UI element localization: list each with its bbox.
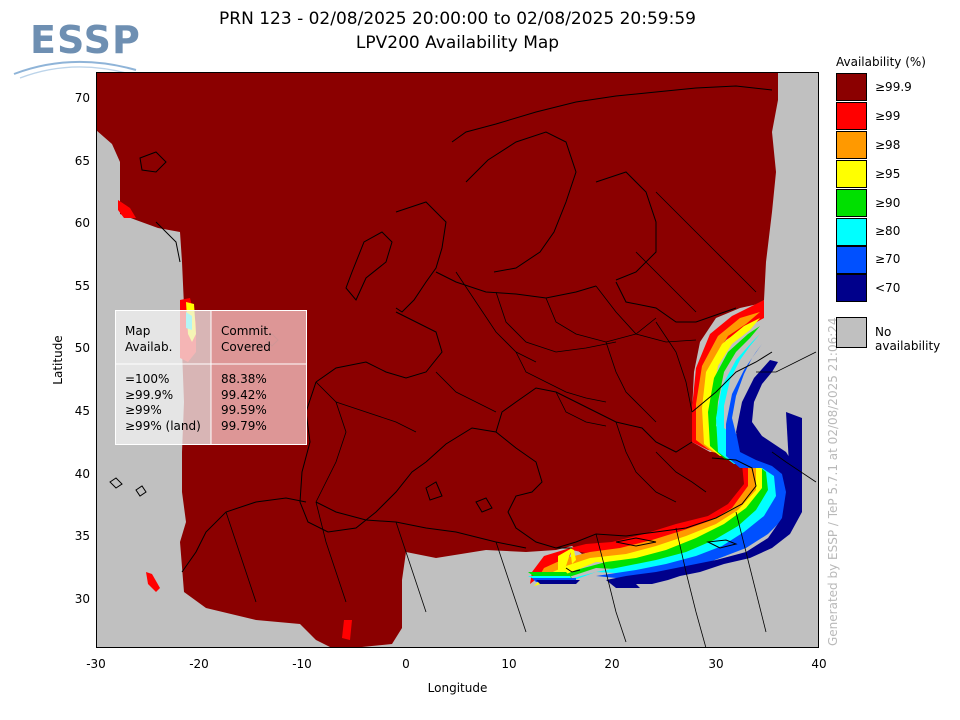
x-tick-label: -30 (86, 657, 106, 671)
stats-col2-header-line1: Commit. (221, 324, 272, 338)
y-tick-label: 60 (74, 216, 90, 230)
y-tick-label: 70 (74, 91, 90, 105)
legend-swatch-95 (836, 160, 867, 188)
x-tick-label: -10 (292, 657, 312, 671)
legend-label: ≥99 (875, 109, 901, 123)
generated-by-credit: Generated by ESSP / TeP 5.7.1 at 02/08/2… (826, 317, 840, 646)
legend-swatch-no-availability (836, 317, 867, 348)
y-tick-label: 40 (74, 467, 90, 481)
stats-col1-header-line2: Availab. (125, 339, 173, 354)
east-band-blue (596, 344, 790, 578)
y-tick-label: 55 (74, 279, 90, 293)
chart-subtitle: LPV200 Availability Map (355, 33, 560, 53)
legend-swatch-999 (836, 73, 867, 101)
legend-label: ≥90 (875, 196, 901, 210)
y-tick-label: 50 (74, 341, 90, 355)
stats-row-labels: =100% ≥99.9% ≥99% ≥99% (land) (125, 372, 201, 434)
stats-row-label: ≥99% (land) (125, 418, 201, 433)
south-band-yellow (558, 548, 572, 570)
legend-label-no-availability: No availability (875, 325, 941, 353)
legend-swatch-90 (836, 189, 867, 217)
east-band-dark-blue-2 (786, 412, 802, 520)
legend-swatch-lt70 (836, 274, 867, 302)
x-tick-label: 40 (811, 657, 827, 671)
chart-title: PRN 123 - 02/08/2025 20:00:00 to 02/08/2… (219, 9, 696, 29)
stats-row-value: 99.59% (221, 403, 267, 417)
stats-col1-header: Map Availab. (125, 324, 172, 355)
east-band-green (548, 326, 776, 584)
stats-table-bg (115, 310, 307, 445)
stats-row-values: 88.38% 99.42% 99.59% 99.79% (221, 372, 267, 434)
legend-swatch-70 (836, 246, 867, 274)
x-tick-label: 10 (501, 657, 517, 671)
south-band-dark-blue (536, 580, 580, 584)
x-tick-label: 20 (604, 657, 620, 671)
y-tick-label: 65 (74, 154, 90, 168)
logo-swoosh (13, 60, 137, 79)
stats-row-label: ≥99% (125, 403, 162, 417)
y-tick-label: 35 (74, 529, 90, 543)
y-tick-label: 45 (74, 404, 90, 418)
legend-label: ≥80 (875, 224, 901, 238)
y-tick-label: 30 (74, 592, 90, 606)
x-tick-label: 30 (708, 657, 724, 671)
legend-title: Availability (%) (836, 55, 926, 69)
legend-label: ≥98 (875, 138, 901, 152)
coastlines (155, 85, 773, 573)
x-axis-label: Longitude (427, 681, 488, 695)
logo-text: ESSP (30, 18, 141, 62)
sw-edge-red-2 (146, 572, 160, 592)
stats-row-value: 88.38% (221, 372, 267, 386)
legend-label: ≥99.9 (875, 80, 912, 94)
stats-row-label: =100% (125, 372, 170, 386)
stats-col2-header: Commit. Covered (221, 324, 272, 355)
essp-logo: ESSP (12, 8, 142, 80)
plot-frame (96, 72, 819, 648)
coastline-aux (565, 567, 581, 573)
y-axis-label: Latitude (51, 335, 65, 385)
east-band-yellow (534, 318, 770, 586)
legend-swatch-80 (836, 218, 867, 246)
stats-row-value: 99.42% (221, 387, 267, 402)
stats-row-label: ≥99.9% (125, 387, 174, 402)
stats-col2-header-line2: Covered (221, 339, 271, 354)
stats-row-value: 99.79% (221, 418, 267, 433)
sw-edge-red-3 (342, 620, 352, 640)
legend-swatch-98 (836, 131, 867, 159)
high-availability-region (96, 72, 778, 648)
legend-swatch-99 (836, 102, 867, 130)
legend-label: <70 (875, 281, 901, 295)
x-tick-label: 0 (402, 657, 410, 671)
legend-label: ≥95 (875, 167, 901, 181)
sw-edge-red-1 (118, 200, 136, 218)
libya-band (570, 548, 576, 564)
country-borders (225, 191, 817, 648)
stats-col1-header-line1: Map (125, 324, 151, 338)
legend-label: ≥70 (875, 252, 901, 266)
x-tick-label: -20 (189, 657, 209, 671)
coverage-stats-table: Map Availab. Commit. Covered =100% ≥99.9… (115, 310, 307, 445)
